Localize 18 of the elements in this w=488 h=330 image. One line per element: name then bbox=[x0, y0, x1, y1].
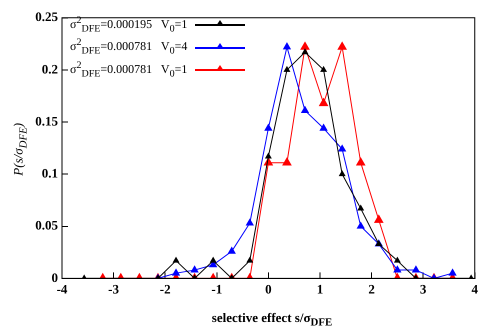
y-tick-label: 0.25 bbox=[35, 9, 58, 24]
x-tick-label: -4 bbox=[56, 282, 68, 297]
x-tick-label: 2 bbox=[368, 282, 375, 297]
x-tick-label: 0 bbox=[265, 282, 272, 297]
y-tick-label: 0.2 bbox=[42, 61, 58, 76]
x-tick-label: -2 bbox=[160, 282, 171, 297]
y-tick-label: 0 bbox=[52, 270, 58, 285]
legend-label: σ$^{2}$$_{DFE}$=0.000781 V$_{0}$=1 bbox=[70, 58, 188, 82]
x-tick-label: -1 bbox=[211, 282, 222, 297]
x-tick-label: 3 bbox=[420, 282, 427, 297]
x-tick-label: 1 bbox=[316, 282, 324, 297]
x-tick-label: 4 bbox=[472, 282, 478, 297]
y-tick-label: 0.05 bbox=[35, 218, 58, 233]
legend-label: σ$^{2}$$_{DFE}$=0.000781 V$_{0}$=4 bbox=[70, 36, 188, 59]
x-axis-title: selective effect s/σ$_{DFE}$ bbox=[210, 310, 334, 329]
y-tick-label: 0.1 bbox=[42, 166, 58, 181]
x-tick-label: -3 bbox=[108, 282, 120, 297]
y-tick-label: 0.15 bbox=[35, 113, 58, 128]
